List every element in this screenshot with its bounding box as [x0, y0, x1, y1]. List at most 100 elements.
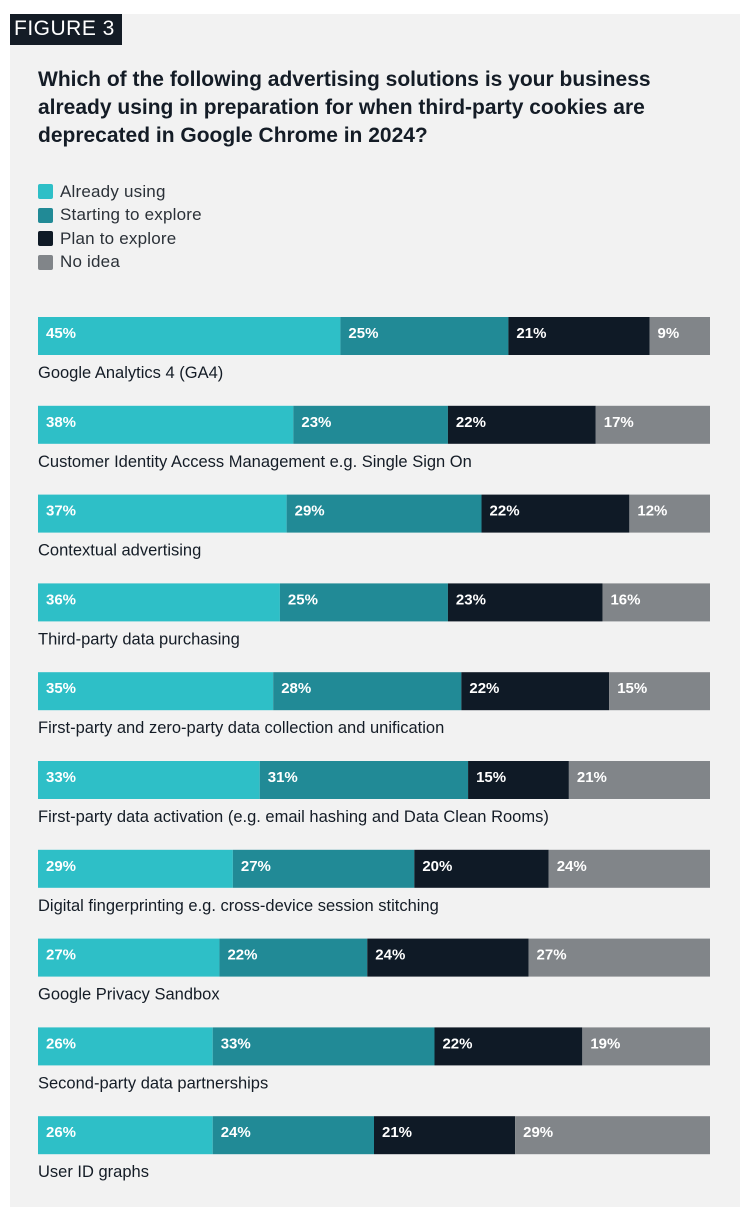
legend-item-plan-to-explore: Plan to explore	[38, 227, 202, 251]
figure-tag: FIGURE 3	[10, 14, 122, 45]
data-label: 17%	[604, 414, 634, 431]
legend: Already using Starting to explore Plan t…	[38, 180, 202, 274]
legend-item-no-idea: No idea	[38, 251, 202, 275]
data-label: 45%	[46, 325, 76, 342]
bar-segment-no-idea	[649, 317, 710, 355]
category-label: Digital fingerprinting e.g. cross-device…	[38, 897, 439, 915]
legend-swatch-starting-to-explore	[38, 207, 53, 223]
data-label: 20%	[422, 858, 452, 875]
data-label: 26%	[46, 1124, 76, 1141]
data-label: 29%	[523, 1124, 553, 1141]
data-label: 29%	[295, 503, 325, 520]
data-label: 25%	[348, 325, 378, 342]
bar-segment-starting-to-explore	[286, 494, 482, 533]
bar-segment-no-idea	[595, 405, 710, 444]
bar-segment-plan-to-explore	[374, 1116, 516, 1155]
bar-segment-no-idea	[515, 1116, 710, 1155]
data-label: 28%	[281, 680, 311, 697]
bar-segment-plan-to-explore	[434, 1027, 583, 1066]
bar-segment-starting-to-explore	[279, 583, 448, 622]
data-label: 29%	[46, 858, 76, 875]
data-label: 36%	[46, 591, 76, 608]
bar-segment-no-idea	[602, 583, 710, 622]
data-label: 22%	[490, 503, 520, 520]
chart-title: Which of the following advertising solut…	[38, 68, 651, 147]
data-label: 19%	[590, 1035, 620, 1052]
bar-segment-already-using	[38, 583, 280, 622]
bar-segment-no-idea	[609, 672, 710, 711]
data-label: 31%	[268, 769, 298, 786]
category-label: First-party and zero-party data collecti…	[38, 719, 444, 737]
category-label: Second-party data partnerships	[38, 1074, 268, 1092]
bar-segment-already-using	[38, 1116, 213, 1155]
category-label: Customer Identity Access Management e.g.…	[38, 453, 472, 471]
data-label: 24%	[375, 947, 405, 964]
data-label: 38%	[46, 414, 76, 431]
bar-segment-starting-to-explore	[212, 1027, 435, 1066]
data-label: 33%	[46, 769, 76, 786]
data-label: 27%	[241, 858, 271, 875]
data-label: 22%	[442, 1035, 472, 1052]
bar-segment-already-using	[38, 849, 233, 888]
bar-segment-starting-to-explore	[219, 938, 368, 977]
data-label: 33%	[221, 1035, 251, 1052]
category-label: First-party data activation (e.g. email …	[38, 808, 549, 826]
legend-item-already-using: Already using	[38, 180, 202, 204]
legend-swatch-plan-to-explore	[38, 231, 53, 247]
bar-segment-already-using	[38, 405, 294, 444]
data-label: 22%	[469, 680, 499, 697]
data-label: 12%	[637, 503, 667, 520]
bar-segment-starting-to-explore	[340, 317, 509, 355]
data-label: 21%	[516, 325, 546, 342]
bar-segment-starting-to-explore	[273, 672, 462, 711]
data-label: 21%	[577, 769, 607, 786]
legend-swatch-already-using	[38, 184, 53, 200]
category-label: Google Privacy Sandbox	[38, 986, 220, 1004]
category-label: Third-party data purchasing	[38, 630, 240, 648]
bar-segment-plan-to-explore	[508, 317, 650, 355]
bar-segment-no-idea	[582, 1027, 710, 1066]
legend-item-starting-to-explore: Starting to explore	[38, 204, 202, 228]
data-label: 35%	[46, 680, 76, 697]
bar-segment-plan-to-explore	[481, 494, 630, 533]
bar-segment-already-using	[38, 761, 260, 799]
category-label: Google Analytics 4 (GA4)	[38, 364, 223, 382]
bar-segment-starting-to-explore	[212, 1116, 374, 1155]
bar-segment-plan-to-explore	[461, 672, 610, 711]
bar-segment-already-using	[38, 494, 287, 533]
data-label: 27%	[537, 947, 567, 964]
bar-segment-plan-to-explore	[447, 583, 603, 622]
bar-segment-plan-to-explore	[468, 761, 569, 799]
bar-segment-starting-to-explore	[259, 761, 469, 799]
data-label: 25%	[288, 591, 318, 608]
bar-segment-plan-to-explore	[367, 938, 529, 977]
legend-label-already-using: Already using	[60, 181, 166, 201]
bar-segment-plan-to-explore	[447, 405, 596, 444]
legend-swatch-no-idea	[38, 254, 53, 270]
data-label: 37%	[46, 503, 76, 520]
bar-segment-no-idea	[568, 761, 710, 799]
data-label: 22%	[227, 947, 257, 964]
bar-segment-no-idea	[548, 849, 710, 888]
bar-segment-starting-to-explore	[293, 405, 448, 444]
legend-label-plan-to-explore: Plan to explore	[60, 228, 177, 248]
data-label: 24%	[221, 1124, 251, 1141]
bar-segment-plan-to-explore	[414, 849, 549, 888]
data-label: 23%	[456, 591, 486, 608]
category-label: Contextual advertising	[38, 542, 201, 560]
legend-label-no-idea: No idea	[60, 252, 120, 272]
bar-segment-no-idea	[528, 938, 710, 977]
data-label: 27%	[46, 947, 76, 964]
bar-segment-already-using	[38, 1027, 213, 1066]
bar-segment-no-idea	[629, 494, 710, 533]
bar-segment-already-using	[38, 938, 220, 977]
bar-segment-already-using	[38, 317, 341, 355]
data-label: 15%	[617, 680, 647, 697]
data-label: 15%	[476, 769, 506, 786]
data-label: 22%	[456, 414, 486, 431]
bar-segment-already-using	[38, 672, 274, 711]
data-label: 9%	[658, 325, 680, 342]
data-label: 26%	[46, 1035, 76, 1052]
category-label: User ID graphs	[38, 1163, 149, 1181]
